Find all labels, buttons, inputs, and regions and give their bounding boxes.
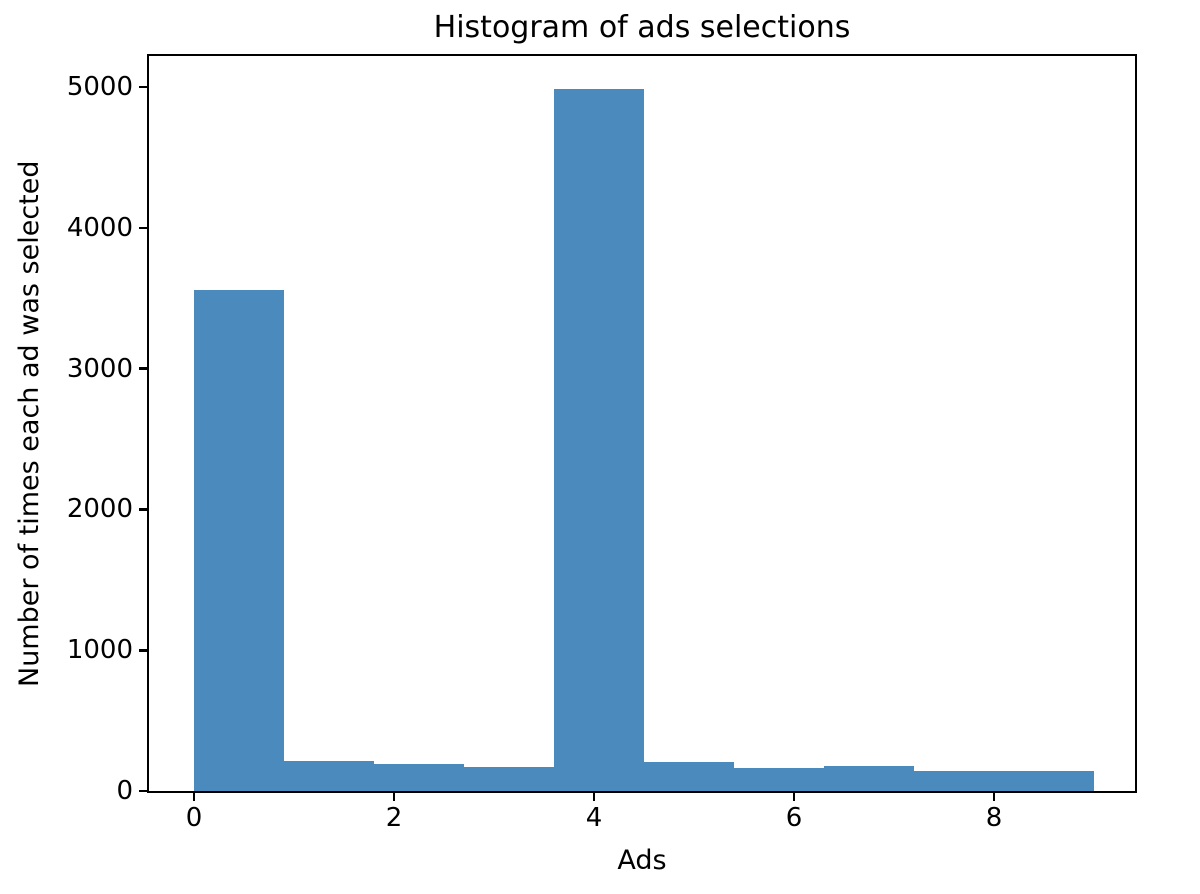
- y-tick-label: 0: [116, 776, 133, 806]
- chart-title: Histogram of ads selections: [433, 10, 851, 45]
- histogram-bar: [374, 764, 464, 791]
- x-tick-mark: [792, 791, 796, 801]
- histogram-bar: [284, 760, 374, 791]
- x-axis-label: Ads: [617, 845, 667, 876]
- histogram-bar: [194, 289, 284, 791]
- y-tick-label: 3000: [66, 353, 133, 384]
- y-tick-label: 1000: [66, 635, 133, 666]
- histogram-bar: [554, 89, 644, 791]
- x-tick-mark: [592, 791, 596, 801]
- histogram-bar: [464, 767, 554, 791]
- histogram-bar: [914, 771, 1004, 791]
- x-tick-label: 6: [785, 803, 803, 833]
- x-tick-label: 0: [185, 803, 203, 833]
- y-tick-mark: [139, 508, 149, 511]
- y-tick-label: 5000: [66, 72, 133, 103]
- y-axis-label: Number of times each ad was selected: [14, 160, 45, 687]
- y-tick-label: 2000: [66, 494, 133, 525]
- y-tick-mark: [139, 367, 149, 370]
- y-tick-mark: [139, 226, 149, 230]
- x-tick-label: 2: [385, 803, 403, 833]
- x-tick-label: 4: [585, 803, 603, 833]
- axes-plot-area: 0 2 4 6 8 0 1000 2000 3000 4000 5000: [67, 54, 1137, 831]
- x-tick-mark: [192, 791, 196, 801]
- histogram-bar: [824, 766, 914, 791]
- histogram-bar: [734, 767, 824, 791]
- y-tick-mark: [139, 85, 149, 89]
- x-tick-mark: [392, 791, 396, 801]
- x-tick-mark: [992, 791, 996, 801]
- y-tick-mark: [139, 649, 149, 652]
- y-tick-label: 4000: [66, 212, 133, 243]
- histogram-bar: [1004, 771, 1094, 791]
- histogram-bar: [644, 762, 734, 791]
- y-tick-mark: [139, 789, 149, 793]
- x-tick-label: 8: [985, 803, 1003, 833]
